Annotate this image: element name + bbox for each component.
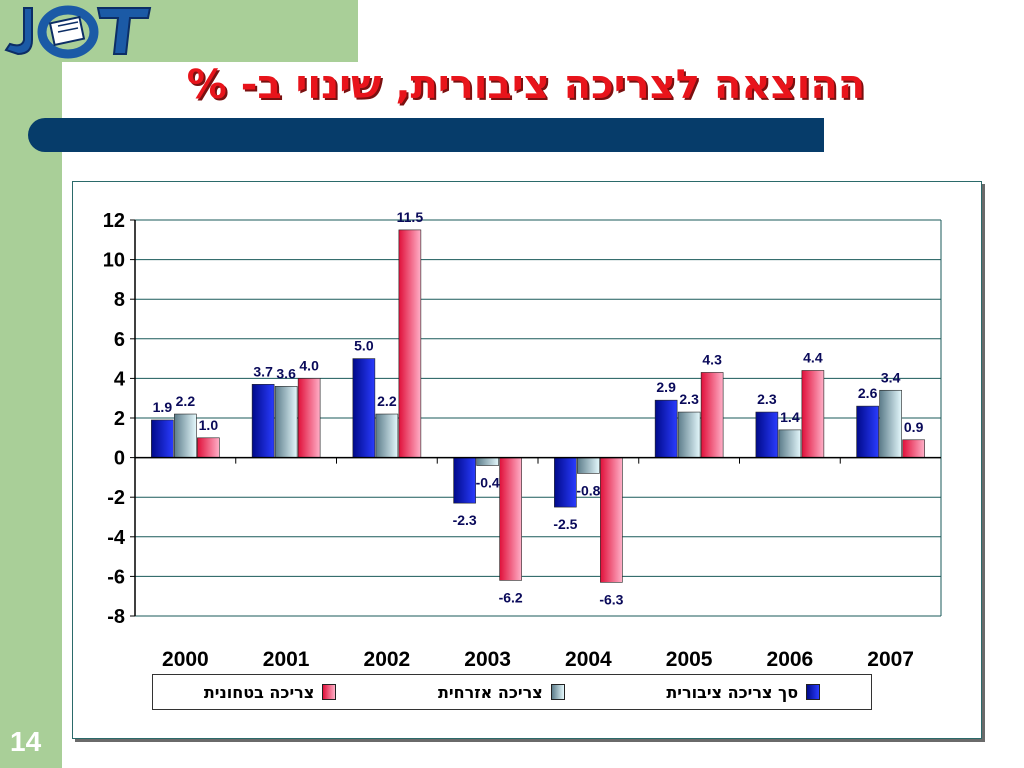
- x-tick-label: 2002: [364, 648, 411, 671]
- legend-swatch-defense: [322, 684, 337, 700]
- bars: [151, 229, 925, 583]
- legend-item-total: סך צריכה ציבורית: [666, 682, 821, 702]
- legend-item-defense: צריכה בטחונית: [203, 682, 337, 702]
- bar: [453, 457, 476, 504]
- jct-logo: [4, 5, 152, 59]
- title-underline-bar: [28, 118, 824, 152]
- bar: [902, 439, 925, 458]
- data-label: -2.5: [553, 516, 577, 532]
- y-tick-label: 4: [114, 368, 126, 390]
- data-label: 2.3: [679, 391, 699, 407]
- bar: [677, 411, 701, 458]
- bar: [577, 457, 600, 474]
- x-tick-label: 2004: [565, 648, 612, 671]
- data-label: 4.0: [299, 357, 319, 373]
- y-tick-label: -2: [107, 487, 125, 509]
- bar: [251, 384, 275, 458]
- page-number: 14: [10, 726, 42, 757]
- data-label: 2.2: [377, 393, 397, 409]
- x-axis-ticks: 2000 2001 2002 2003 2004 2005 2006 2007: [162, 457, 914, 671]
- data-label: 4.4: [803, 349, 823, 365]
- bar: [600, 457, 623, 583]
- legend-swatch-civil: [550, 684, 565, 700]
- y-tick-label: 10: [103, 250, 125, 272]
- data-label: -0.4: [476, 475, 500, 491]
- y-tick-label: 12: [103, 210, 125, 232]
- x-tick-label: 2001: [263, 648, 310, 671]
- legend-label-civil: צריכה אזרחית: [437, 682, 543, 702]
- data-labels: 1.9 2.21.03.7 3.6 4.05.02.211.5-2.3-0.4-6.2…: [153, 209, 924, 607]
- bar: [879, 389, 902, 458]
- bar: [274, 386, 298, 458]
- bar: [700, 372, 724, 458]
- bar: [197, 437, 220, 458]
- bar: [801, 370, 825, 458]
- data-label: 3.7: [253, 363, 273, 379]
- bar: [778, 429, 802, 458]
- legend-item-civil: צריכה אזרחית: [438, 683, 565, 702]
- data-label: -6.3: [599, 591, 623, 607]
- data-label: 0.9: [904, 419, 924, 435]
- y-tick-label: 8: [114, 289, 125, 311]
- axes: [134, 220, 942, 616]
- bar: [297, 378, 321, 458]
- legend-label-total: סך צריכה ציבורית: [666, 682, 799, 702]
- chart-legend: סך צריכה ציבורית צריכה אזרחית צריכה בטחו…: [152, 674, 872, 710]
- bar: [375, 413, 399, 458]
- x-tick-label: 2000: [162, 648, 209, 671]
- data-label: 5.0: [354, 338, 374, 354]
- bar: [499, 457, 522, 581]
- y-tick-label: 6: [114, 329, 125, 351]
- x-tick-label: 2005: [666, 648, 713, 671]
- data-label: 4.3: [702, 351, 722, 367]
- bar: [151, 419, 174, 458]
- y-tick-label: -8: [107, 606, 125, 628]
- data-label: 1.0: [199, 417, 219, 433]
- data-label: -6.2: [499, 589, 523, 605]
- chart-frame: 12 10 8 6 4 2 0 -2 -4 -6 -8 1.9 2.2 1.0 3.7 3.6 4.0 5.0 2…: [72, 181, 982, 739]
- data-label: 1.4: [780, 409, 800, 425]
- bar: [654, 399, 678, 458]
- bar: [352, 358, 376, 458]
- bar: [476, 457, 499, 466]
- slide-title: ההוצאה לצריכה ציבורית, שינוי ב- %: [186, 62, 866, 108]
- x-tick-label: 2003: [464, 648, 511, 671]
- y-tick-label: -4: [107, 527, 126, 549]
- bar: [856, 405, 879, 458]
- data-label: 2.3: [757, 391, 777, 407]
- x-tick-label: 2007: [867, 648, 914, 671]
- data-label: 2.9: [656, 379, 676, 395]
- y-axis-ticks: 12 10 8 6 4 2 0 -2 -4 -6 -8: [103, 210, 135, 628]
- data-label: 1.9: [153, 399, 173, 415]
- bar: [174, 413, 197, 458]
- x-tick-label: 2006: [767, 648, 814, 671]
- left-decor-strip: [0, 0, 62, 768]
- data-label: -2.3: [453, 512, 477, 528]
- bar: [755, 411, 779, 458]
- data-label: 3.4: [881, 369, 901, 385]
- data-label: 3.6: [276, 365, 296, 381]
- data-label: -0.8: [576, 482, 600, 498]
- data-label: 11.5: [397, 209, 424, 225]
- data-label: 2.2: [176, 393, 196, 409]
- y-tick-label: -6: [107, 566, 125, 588]
- y-tick-label: 2: [114, 408, 125, 430]
- bar: [398, 229, 422, 458]
- legend-label-defense: צריכה בטחונית: [203, 682, 315, 702]
- legend-swatch-total: [806, 684, 821, 700]
- data-label: 2.6: [858, 385, 878, 401]
- y-tick-label: 0: [114, 448, 125, 470]
- bar: [554, 457, 577, 508]
